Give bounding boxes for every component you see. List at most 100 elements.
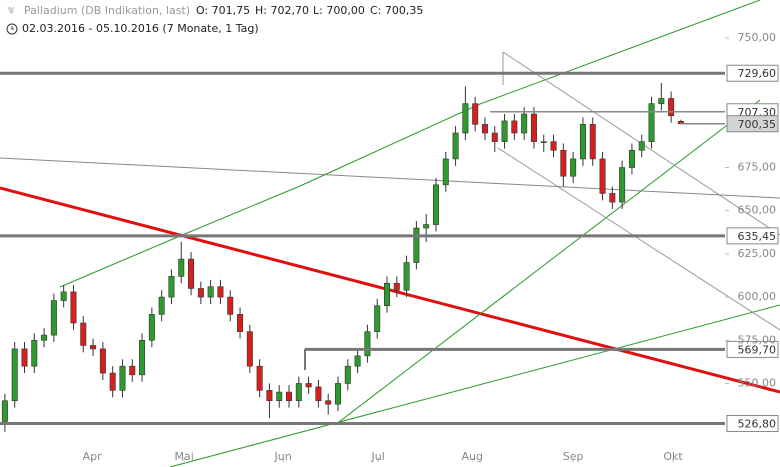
candle-body bbox=[41, 334, 48, 341]
candle-body bbox=[442, 158, 449, 186]
level-label: 635,45 bbox=[738, 230, 777, 243]
candle-body bbox=[579, 124, 586, 160]
candle-body bbox=[413, 227, 420, 263]
candle-body bbox=[227, 296, 234, 315]
candle-body bbox=[511, 120, 518, 134]
level-label-box bbox=[726, 340, 779, 358]
x-tick-label: Apr bbox=[83, 450, 103, 463]
candle-body bbox=[364, 331, 371, 357]
candle-body bbox=[217, 286, 224, 298]
candle-body bbox=[11, 348, 18, 402]
clock-icon bbox=[6, 23, 18, 35]
y-tick-label: 650,00 bbox=[738, 204, 777, 217]
candle-body bbox=[344, 365, 351, 384]
trend-line bbox=[0, 157, 780, 199]
candle-body bbox=[109, 372, 116, 391]
candle-body bbox=[589, 124, 596, 160]
candle-body bbox=[129, 365, 136, 376]
candles bbox=[1, 82, 684, 432]
candle-body bbox=[237, 314, 244, 332]
candle-body bbox=[197, 288, 204, 298]
logo-icon bbox=[7, 6, 15, 15]
x-tick-label: Aug bbox=[461, 450, 482, 463]
y-tick-label: 750,00 bbox=[738, 31, 777, 44]
candle-body bbox=[540, 141, 547, 143]
level-label: 729,60 bbox=[738, 67, 777, 80]
x-tick-label: Sep bbox=[563, 450, 584, 463]
candle-body bbox=[658, 98, 665, 104]
candle-body bbox=[374, 305, 381, 332]
candle-body bbox=[472, 103, 479, 125]
trend-line bbox=[0, 186, 780, 394]
candle-body bbox=[393, 282, 400, 291]
candle-body bbox=[481, 124, 488, 134]
candle-body bbox=[50, 300, 57, 336]
candle-body bbox=[628, 149, 635, 168]
y-tick-label: 600,00 bbox=[738, 290, 777, 303]
candle-body bbox=[648, 103, 655, 142]
candle-body bbox=[276, 391, 283, 402]
trend-line bbox=[497, 147, 780, 331]
candle-body bbox=[158, 296, 165, 315]
candle-body bbox=[550, 141, 557, 151]
chart-title: Palladium (DB Indikation, last) bbox=[24, 4, 190, 17]
level-label: 526,80 bbox=[738, 418, 777, 431]
candle-body bbox=[1, 400, 8, 422]
candle-body bbox=[148, 314, 155, 341]
candle-body bbox=[315, 386, 322, 402]
ohlc-open: O: 701,75 bbox=[196, 4, 250, 17]
ohlc-high: H: 702,70 bbox=[255, 4, 309, 17]
y-tick-label: 550,00 bbox=[738, 376, 777, 389]
candle-body bbox=[286, 391, 293, 402]
candle-body bbox=[423, 224, 430, 229]
candle-body bbox=[168, 276, 175, 298]
x-tick-label: Mai bbox=[175, 450, 194, 463]
candle-body bbox=[609, 193, 616, 203]
candle-body bbox=[462, 103, 469, 134]
level-label: 569,70 bbox=[738, 343, 777, 356]
candle-body bbox=[31, 339, 38, 367]
candle-body bbox=[256, 365, 263, 391]
candle-body bbox=[60, 291, 67, 301]
candle-body bbox=[295, 383, 302, 402]
candle-body bbox=[619, 167, 626, 203]
candle-body bbox=[246, 331, 253, 367]
level-label-box bbox=[726, 115, 779, 133]
candle-body bbox=[599, 158, 606, 194]
candle-body bbox=[70, 291, 77, 324]
x-tick-label: Jul bbox=[371, 450, 385, 463]
candle-body bbox=[21, 348, 28, 367]
date-range: 02.03.2016 - 05.10.2016 (7 Monate, 1 Tag… bbox=[22, 22, 259, 35]
candle-body bbox=[354, 355, 361, 367]
candle-body bbox=[521, 113, 528, 134]
candle-body bbox=[570, 158, 577, 177]
candle-body bbox=[501, 120, 508, 142]
candle-body bbox=[638, 141, 645, 151]
level-label-box bbox=[726, 227, 779, 245]
candle-body bbox=[530, 113, 537, 142]
candle-body bbox=[560, 149, 567, 177]
trend-line bbox=[59, 0, 761, 288]
clock-hands bbox=[11, 26, 14, 30]
candle-body bbox=[139, 339, 146, 376]
candle-body bbox=[452, 132, 459, 160]
candle-body bbox=[335, 383, 342, 405]
candle-body bbox=[99, 348, 106, 374]
candle-body bbox=[266, 390, 273, 402]
candle-body bbox=[383, 282, 390, 307]
candle-body bbox=[432, 184, 439, 225]
level-label-box bbox=[726, 64, 779, 82]
y-tick-label: 575,00 bbox=[738, 333, 777, 346]
candle-body bbox=[90, 345, 97, 350]
y-tick-label: 625,00 bbox=[738, 247, 777, 260]
trend-line bbox=[169, 304, 780, 467]
ohlc-close: C: 700,35 bbox=[370, 4, 423, 17]
candle-body bbox=[325, 400, 332, 405]
candle-body bbox=[207, 286, 214, 298]
candle-body bbox=[178, 258, 185, 277]
x-tick-label: Jun bbox=[274, 450, 292, 463]
